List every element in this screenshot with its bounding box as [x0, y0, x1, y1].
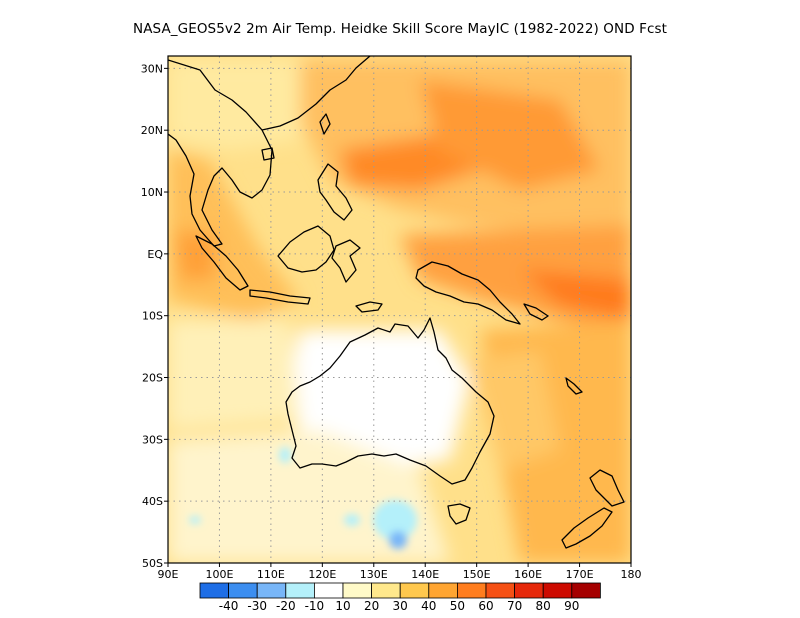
- taiwan-coastline: [319, 113, 331, 135]
- colorbar-label: 50: [450, 599, 465, 613]
- sulawesi-coastline: [331, 239, 361, 283]
- longitude-axis: 90E 100E 110E 120E 130E 140E 150E 160E 170E 180: [158, 563, 642, 581]
- coastlines: [168, 56, 625, 549]
- lon-tick-label: 170E: [566, 568, 594, 581]
- tasmania-coastline: [447, 503, 471, 525]
- lon-tick-label: 160E: [514, 568, 542, 581]
- colorbar-swatch: [399, 582, 430, 599]
- colorbar-label: 30: [393, 599, 408, 613]
- new-guinea-coastline: [415, 261, 521, 325]
- field-nw-patch: [279, 447, 291, 463]
- lat-tick-label: 30N: [141, 62, 163, 75]
- colorbar-label: -30: [247, 599, 267, 613]
- lat-tick-label: EQ: [147, 248, 163, 261]
- colorbar-swatch: [228, 582, 258, 599]
- colorbar-swatch: [428, 582, 458, 599]
- colorbar-swatch: [285, 582, 315, 599]
- field-bass-strait-low: [373, 500, 417, 540]
- lon-tick-label: 110E: [257, 568, 285, 581]
- philippines-coastline: [317, 163, 353, 221]
- solomon-coastline: [523, 303, 549, 321]
- new-caledonia-coastline: [565, 377, 583, 395]
- lat-tick-label: 40S: [142, 495, 163, 508]
- colorbar: -40 -30 -20 -10 10 20 30 40 50 60 70 80 90: [199, 582, 601, 613]
- field-andaman: [175, 230, 215, 280]
- lon-tick-label: 140E: [411, 568, 439, 581]
- plot-frame: [167, 55, 632, 564]
- lon-tick-label: 180: [621, 568, 642, 581]
- hainan-coastline: [261, 147, 275, 161]
- colorbar-label: 80: [536, 599, 551, 613]
- lat-tick-label: 50S: [142, 557, 163, 570]
- colorbar-swatch: [313, 582, 344, 599]
- lat-tick-label: 30S: [142, 433, 163, 446]
- skill-score-field: [168, 56, 631, 563]
- australia-coastline: [285, 317, 495, 485]
- sumatra-coastline: [195, 235, 249, 291]
- lat-tick-label: 10N: [141, 186, 163, 199]
- colorbar-swatch: [571, 582, 601, 599]
- colorbar-label: 90: [564, 599, 579, 613]
- new-zealand-north-coastline: [589, 469, 625, 507]
- field-north-pacific-east: [420, 80, 600, 190]
- colorbar-swatch: [485, 582, 516, 599]
- lon-tick-label: 120E: [308, 568, 336, 581]
- lon-tick-label: 90E: [158, 568, 179, 581]
- colorbar-swatch: [456, 582, 487, 599]
- colorbar-swatch: [256, 582, 287, 599]
- china-coast-east: [261, 56, 371, 131]
- field-negative-patches: [189, 447, 417, 549]
- field-sw-patch: [344, 514, 360, 526]
- timor-coastline: [355, 301, 383, 313]
- lon-tick-label: 150E: [463, 568, 491, 581]
- colorbar-swatch: [542, 582, 573, 599]
- lon-tick-label: 130E: [360, 568, 388, 581]
- field-new-guinea-east: [520, 270, 631, 320]
- java-coastline: [249, 289, 311, 305]
- colorbar-label: 10: [335, 599, 350, 613]
- colorbar-label: 40: [421, 599, 436, 613]
- lat-tick-label: 20N: [141, 124, 163, 137]
- colorbar-label: 20: [364, 599, 379, 613]
- colorbar-swatch: [199, 582, 230, 599]
- lon-tick-label: 100E: [205, 568, 233, 581]
- field-south-china: [168, 60, 300, 150]
- field-west-patch: [189, 516, 201, 524]
- colorbar-swatch: [342, 582, 373, 599]
- lat-tick-label: 10S: [142, 310, 163, 323]
- map-title: NASA_GEOS5v2 2m Air Temp. Heidke Skill S…: [133, 21, 667, 37]
- field-se-indian: [168, 320, 300, 430]
- lat-lon-grid: [168, 56, 631, 563]
- colorbar-swatch: [514, 582, 544, 599]
- new-zealand-south-coastline: [561, 507, 613, 549]
- latitude-axis: 30N 20N 10N EQ 10S 20S 30S 40S 50S: [141, 62, 168, 570]
- field-bass-strait-core: [389, 531, 407, 549]
- mainland-asia-coastline: [168, 59, 273, 247]
- colorbar-label: -40: [219, 599, 239, 613]
- colorbar-label: -10: [305, 599, 325, 613]
- colorbar-label: -20: [276, 599, 296, 613]
- colorbar-label: 70: [507, 599, 522, 613]
- lat-tick-label: 20S: [142, 372, 163, 385]
- colorbar-label: 60: [478, 599, 493, 613]
- field-south-coral: [470, 350, 560, 470]
- colorbar-swatch: [371, 582, 401, 599]
